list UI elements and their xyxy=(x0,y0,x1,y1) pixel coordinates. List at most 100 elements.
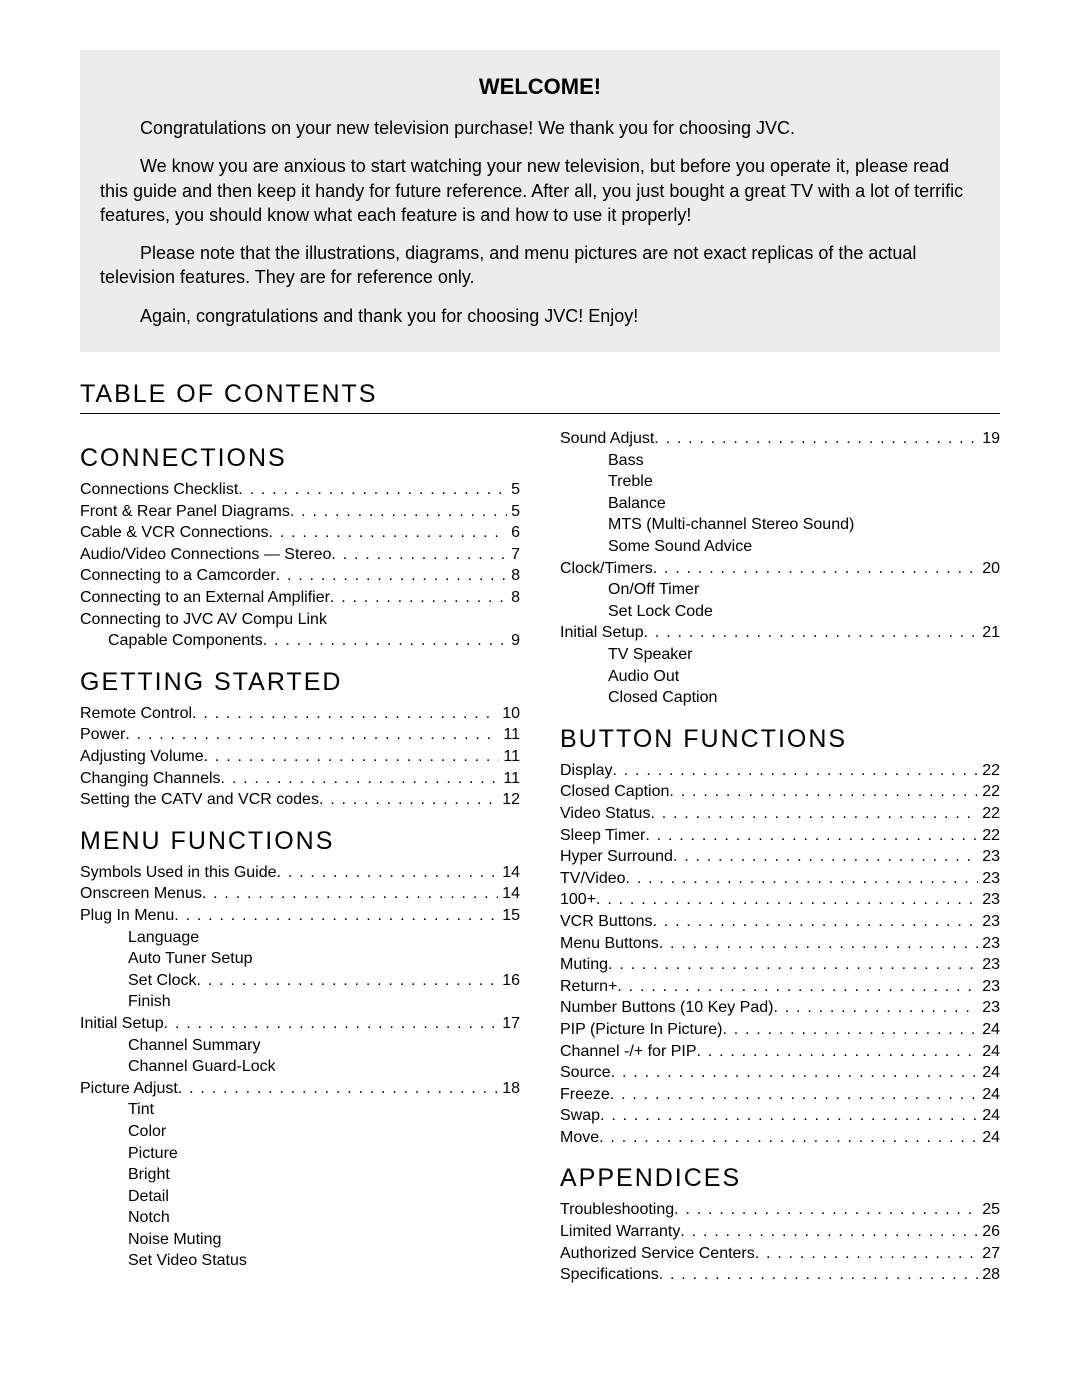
toc-item: Front & Rear Panel Diagrams5 xyxy=(80,501,520,523)
toc-dots xyxy=(276,565,507,587)
section-title: APPENDICES xyxy=(560,1164,1000,1193)
toc-page: 11 xyxy=(499,768,520,790)
toc-dots xyxy=(653,558,978,580)
section-title: CONNECTIONS xyxy=(80,444,520,473)
toc-item: Connecting to JVC AV Compu Link xyxy=(80,609,520,631)
toc-item: Troubleshooting25 xyxy=(560,1199,1000,1221)
toc-item: Specifications 28 xyxy=(560,1264,1000,1286)
toc-label: Picture Adjust xyxy=(80,1078,178,1100)
toc-dots xyxy=(612,760,978,782)
toc-item: TV/Video23 xyxy=(560,868,1000,890)
toc-label: Closed Caption xyxy=(560,781,669,803)
toc-dots xyxy=(178,1078,498,1100)
toc-dots xyxy=(269,522,508,544)
toc-item: Connecting to an External Amplifier8 xyxy=(80,587,520,609)
toc-item: Setting the CATV and VCR codes12 xyxy=(80,789,520,811)
toc-subitem: MTS (Multi-channel Stereo Sound) xyxy=(560,514,1000,536)
toc-page: 24 xyxy=(978,1084,1000,1106)
toc-label: Source xyxy=(560,1062,611,1084)
section-title: MENU FUNCTIONS xyxy=(80,827,520,856)
toc-label: Channel -/+ for PIP xyxy=(560,1041,697,1063)
toc-label: Connecting to an External Amplifier xyxy=(80,587,330,609)
toc-item: Muting 23 xyxy=(560,954,1000,976)
toc-label: Specifications xyxy=(560,1264,659,1286)
toc-dots xyxy=(659,1264,978,1286)
toc-label: Swap xyxy=(560,1105,600,1127)
toc-label: Display xyxy=(560,760,612,782)
toc-page: 24 xyxy=(978,1019,1000,1041)
toc-page: 10 xyxy=(498,703,520,725)
toc-item: Return+ 23 xyxy=(560,976,1000,998)
toc-dots xyxy=(697,1041,979,1063)
toc-label: Freeze xyxy=(560,1084,610,1106)
toc-item: Video Status22 xyxy=(560,803,1000,825)
toc-item: Symbols Used in this Guide14 xyxy=(80,862,520,884)
toc-page: 24 xyxy=(978,1041,1000,1063)
toc-page: 15 xyxy=(498,905,520,927)
toc-item: Adjusting Volume11 xyxy=(80,746,520,768)
toc-subitem: Language xyxy=(80,927,520,949)
toc-page: 22 xyxy=(978,803,1000,825)
toc-dots xyxy=(611,1062,979,1084)
toc-page: 23 xyxy=(978,976,1000,998)
toc-label: Capable Components xyxy=(108,630,263,652)
toc-item: Capable Components9 xyxy=(80,630,520,652)
toc-columns: CONNECTIONS Connections Checklist 5Front &… xyxy=(80,428,1000,1286)
toc-label: Sleep Timer xyxy=(560,825,645,847)
toc-page: 22 xyxy=(978,760,1000,782)
toc-subitem: TV Speaker xyxy=(560,644,1000,666)
toc-label: Connections Checklist xyxy=(80,479,238,501)
toc-subitem: Bass xyxy=(560,450,1000,472)
toc-label: Changing Channels xyxy=(80,768,221,790)
toc-item: Menu Buttons23 xyxy=(560,933,1000,955)
toc-item: Hyper Surround 23 xyxy=(560,846,1000,868)
toc-dots xyxy=(669,781,978,803)
toc-label: Onscreen Menus xyxy=(80,883,202,905)
toc-item: Clock/Timers20 xyxy=(560,558,1000,580)
toc-label: Number Buttons (10 Key Pad) xyxy=(560,997,773,1019)
toc-label: Troubleshooting xyxy=(560,1199,674,1221)
toc-page: 23 xyxy=(978,846,1000,868)
toc-page: 8 xyxy=(507,565,520,587)
toc-page: 5 xyxy=(507,501,520,523)
toc-item: Remote Control10 xyxy=(80,703,520,725)
toc-label: Muting xyxy=(560,954,608,976)
toc-dots xyxy=(645,825,978,847)
toc-label: Power xyxy=(80,724,125,746)
toc-dots xyxy=(263,630,507,652)
toc-label: 100+ xyxy=(560,889,596,911)
toc-page: 23 xyxy=(978,954,1000,976)
welcome-paragraph: Again, congratulations and thank you for… xyxy=(100,304,980,328)
toc-page: 17 xyxy=(498,1013,520,1035)
toc-subitem: On/Off Timer xyxy=(560,579,1000,601)
toc-page: 23 xyxy=(978,889,1000,911)
toc-page: 22 xyxy=(978,781,1000,803)
toc-subitem: Finish xyxy=(80,991,520,1013)
toc-dots xyxy=(673,846,978,868)
toc-subitem: Audio Out xyxy=(560,666,1000,688)
toc-page: 14 xyxy=(498,883,520,905)
section-title: BUTTON FUNCTIONS xyxy=(560,725,1000,754)
toc-label: Return+ xyxy=(560,976,617,998)
toc-label: Limited Warranty xyxy=(560,1221,680,1243)
toc-item: Freeze 24 xyxy=(560,1084,1000,1106)
toc-item: Closed Caption 22 xyxy=(560,781,1000,803)
toc-label: Hyper Surround xyxy=(560,846,673,868)
toc-subitem: Balance xyxy=(560,493,1000,515)
toc-page: 28 xyxy=(978,1264,1000,1286)
toc-label: VCR Buttons xyxy=(560,911,652,933)
toc-subitem: Set Video Status xyxy=(80,1250,520,1272)
section-title: GETTING STARTED xyxy=(80,668,520,697)
toc-page: 11 xyxy=(499,724,520,746)
toc-subitem: Closed Caption xyxy=(560,687,1000,709)
toc-dots xyxy=(654,428,978,450)
toc-dots xyxy=(196,970,498,992)
toc-label: Initial Setup xyxy=(560,622,644,644)
toc-subitem: Treble xyxy=(560,471,1000,493)
toc-page: 19 xyxy=(978,428,1000,450)
left-column: CONNECTIONS Connections Checklist 5Front &… xyxy=(80,428,520,1286)
toc-page: 18 xyxy=(498,1078,520,1100)
toc-item: Sleep Timer22 xyxy=(560,825,1000,847)
toc-item: PIP (Picture In Picture)24 xyxy=(560,1019,1000,1041)
toc-dots xyxy=(330,587,507,609)
